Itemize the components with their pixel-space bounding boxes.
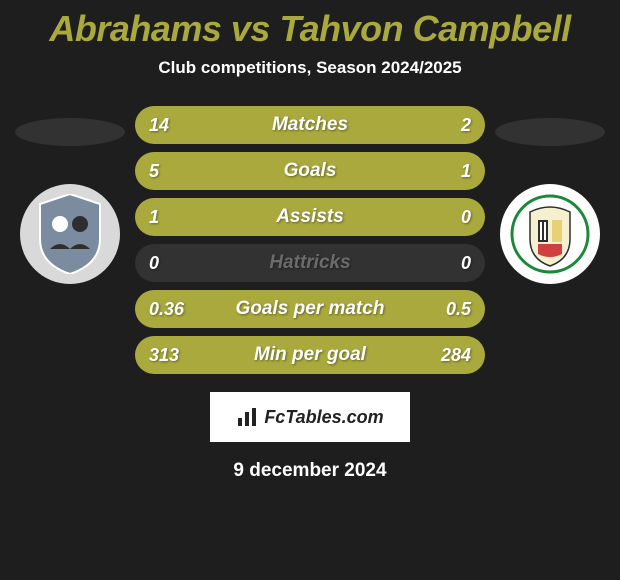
stat-value-left: 5 xyxy=(149,161,199,182)
left-player-ellipse xyxy=(15,118,125,146)
stat-value-right: 1 xyxy=(421,161,471,182)
stat-label: Matches xyxy=(199,114,421,136)
stat-row-goals-per-match: 0.36Goals per match0.5 xyxy=(135,290,485,328)
right-player-column xyxy=(490,106,610,284)
stat-value-left: 313 xyxy=(149,345,199,366)
stat-value-left: 14 xyxy=(149,115,199,136)
subtitle: Club competitions, Season 2024/2025 xyxy=(0,58,620,78)
right-club-badge xyxy=(500,184,600,284)
stat-value-right: 0.5 xyxy=(421,299,471,320)
stat-label: Min per goal xyxy=(199,344,421,366)
stat-value-right: 0 xyxy=(421,253,471,274)
chart-icon xyxy=(236,406,258,428)
title: Abrahams vs Tahvon Campbell xyxy=(0,8,620,50)
stat-label: Goals per match xyxy=(199,298,421,320)
stat-label: Goals xyxy=(199,160,421,182)
stat-value-left: 0.36 xyxy=(149,299,199,320)
left-club-badge xyxy=(20,184,120,284)
stats-column: 14Matches25Goals11Assists00Hattricks00.3… xyxy=(135,106,485,382)
source-logo: FcTables.com xyxy=(210,392,410,442)
logo-text: FcTables.com xyxy=(264,407,383,428)
main-row: 14Matches25Goals11Assists00Hattricks00.3… xyxy=(0,106,620,382)
stat-row-min-per-goal: 313Min per goal284 xyxy=(135,336,485,374)
stat-row-matches: 14Matches2 xyxy=(135,106,485,144)
crest-icon xyxy=(510,194,590,274)
left-player-column xyxy=(10,106,130,284)
stat-value-right: 284 xyxy=(421,345,471,366)
stat-label: Assists xyxy=(199,206,421,228)
stat-value-right: 0 xyxy=(421,207,471,228)
right-player-ellipse xyxy=(495,118,605,146)
stat-row-goals: 5Goals1 xyxy=(135,152,485,190)
stat-row-assists: 1Assists0 xyxy=(135,198,485,236)
stat-value-left: 1 xyxy=(149,207,199,228)
stat-value-left: 0 xyxy=(149,253,199,274)
stat-value-right: 2 xyxy=(421,115,471,136)
stat-row-hattricks: 0Hattricks0 xyxy=(135,244,485,282)
shield-icon xyxy=(35,194,105,274)
comparison-card: Abrahams vs Tahvon Campbell Club competi… xyxy=(0,0,620,482)
stat-label: Hattricks xyxy=(199,252,421,274)
date-label: 9 december 2024 xyxy=(0,460,620,482)
